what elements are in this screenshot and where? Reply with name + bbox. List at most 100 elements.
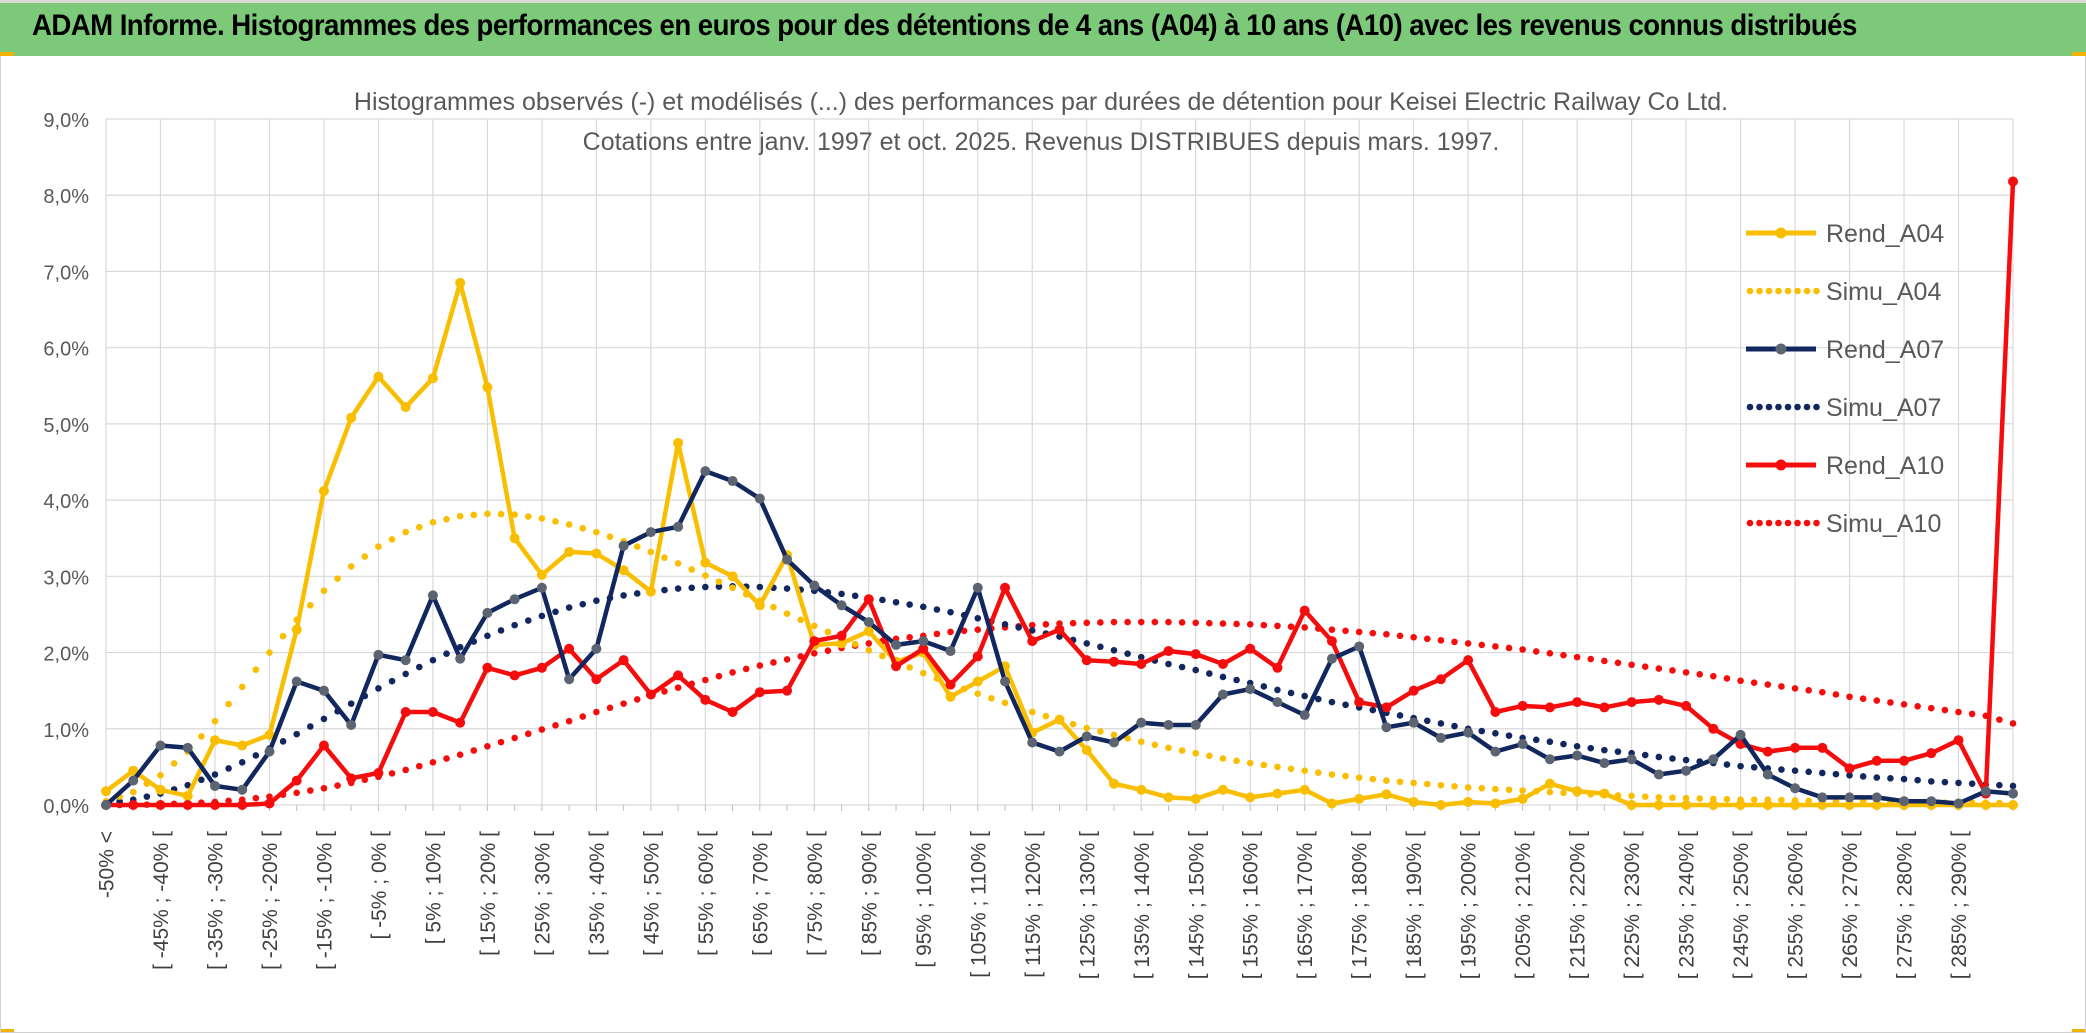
legend-swatch (1765, 287, 1773, 295)
point-Rend_A04 (564, 546, 575, 557)
dot-Simu_A07 (1914, 776, 1921, 784)
point-Simu_A07 (1083, 640, 1091, 647)
point-Simu_A07 (238, 759, 246, 766)
x-tick-label: [ 245% ; 250% [ (1730, 831, 1753, 979)
dot-Simu_A04 (770, 603, 777, 611)
point-Rend_A07 (455, 653, 466, 664)
dot-Simu_A07 (1178, 663, 1186, 671)
dot-Simu_A04 (1723, 795, 1731, 803)
dot-Simu_A07 (497, 627, 505, 634)
point-Rend_A07 (564, 674, 575, 685)
point-Rend_A07 (128, 775, 139, 786)
dot-Simu_A04 (1560, 789, 1567, 797)
point-Rend_A10 (1653, 694, 1664, 705)
legend-item-Simu_A07: Simu_A07 (1746, 394, 1941, 422)
point-Simu_A04 (919, 669, 927, 677)
point-Rend_A10 (1626, 697, 1637, 708)
point-Rend_A07 (700, 466, 711, 477)
dot-Simu_A07 (552, 608, 559, 616)
dot-Simu_A04 (524, 513, 532, 520)
point-Simu_A10 (1791, 685, 1799, 692)
point-Simu_A07 (429, 656, 437, 664)
x-tick-label: [ 5% ; 10% [ (422, 831, 445, 944)
point-Rend_A04 (1408, 796, 1419, 807)
point-Simu_A07 (1328, 698, 1336, 706)
point-Simu_A07 (1492, 730, 1499, 737)
corner-mark-right (2072, 52, 2086, 56)
point-Simu_A10 (974, 626, 982, 633)
point-Rend_A07 (155, 740, 166, 751)
point-Rend_A10 (1871, 755, 1882, 766)
point-Rend_A04 (1871, 800, 1882, 810)
point-Rend_A04 (1708, 800, 1719, 810)
point-Simu_A04 (375, 543, 382, 550)
point-Rend_A10 (1190, 649, 1201, 660)
point-Rend_A10 (536, 662, 547, 673)
point-Simu_A10 (266, 793, 273, 800)
point-Simu_A07 (320, 715, 328, 723)
point-Simu_A10 (429, 759, 437, 766)
legend: Rend_A04 Simu_A04 Rend_A07 Simu_A07 Rend_A10… (1746, 220, 1944, 538)
dot-Simu_A07 (524, 617, 532, 624)
point-Rend_A10 (1054, 624, 1065, 635)
point-Rend_A07 (1980, 786, 1991, 797)
legend-swatch (1765, 519, 1773, 527)
point-Rend_A10 (918, 643, 929, 654)
legend-swatch (1765, 403, 1773, 411)
dot-Simu_A10 (334, 782, 341, 789)
point-Rend_A10 (2008, 176, 2018, 187)
point-Simu_A04 (538, 515, 546, 522)
y-tick-label: 4,0% (43, 491, 89, 513)
x-tick-label: [ 145% ; 150% [ (1185, 831, 1208, 979)
series-Rend_A07 (101, 466, 2018, 810)
dot-Simu_A10 (606, 704, 614, 712)
legend-swatch (1775, 287, 1782, 295)
point-Rend_A07 (1899, 796, 1910, 807)
dot-Simu_A07 (1315, 695, 1322, 703)
point-Simu_A07 (456, 643, 464, 651)
dot-Simu_A07 (415, 663, 423, 671)
point-Rend_A04 (1490, 798, 1501, 809)
point-Simu_A04 (1410, 779, 1417, 787)
point-Simu_A10 (1274, 622, 1281, 630)
point-Simu_A10 (1682, 669, 1690, 676)
dot-Simu_A04 (715, 578, 723, 585)
dot-Simu_A07 (1505, 732, 1513, 739)
point-Simu_A04 (1383, 777, 1390, 784)
point-Simu_A04 (647, 548, 655, 556)
dot-Simu_A04 (334, 575, 341, 582)
point-Rend_A10 (1408, 685, 1419, 696)
point-Rend_A04 (455, 277, 466, 288)
point-Rend_A04 (509, 533, 520, 544)
point-Simu_A07 (974, 614, 982, 622)
point-Rend_A10 (564, 643, 575, 654)
dot-Simu_A10 (1369, 629, 1377, 637)
dot-Simu_A04 (1097, 728, 1104, 735)
dot-Simu_A04 (415, 523, 423, 531)
point-Simu_A04 (702, 572, 709, 579)
point-Rend_A10 (209, 800, 220, 810)
legend-label: Simu_A10 (1826, 510, 1941, 538)
point-Rend_A07 (1681, 765, 1692, 776)
point-Rend_A04 (1844, 800, 1855, 810)
point-Rend_A07 (1108, 737, 1119, 748)
dot-Simu_A04 (279, 632, 287, 640)
point-Rend_A10 (509, 670, 520, 681)
point-Rend_A04 (264, 729, 275, 740)
series-Rend_A04 (101, 277, 2018, 810)
point-Simu_A10 (1410, 634, 1417, 641)
point-Rend_A10 (1354, 697, 1365, 708)
point-Rend_A04 (1980, 800, 1991, 810)
point-Simu_A07 (293, 730, 301, 738)
dot-Simu_A10 (633, 696, 641, 703)
x-tick-label: [ 285% ; 290% [ (1948, 831, 1971, 979)
x-tick-label: [ 25% ; 30% [ (531, 831, 554, 956)
point-Rend_A07 (809, 580, 820, 591)
point-Simu_A07 (947, 608, 954, 616)
dot-Simu_A04 (225, 700, 232, 708)
dot-Simu_A04 (1396, 778, 1404, 786)
chart-frame: 0,0% 1,0% 2,0% 3,0% 4,0% 5,0% 6,0% 7,0% 8,0% 9,0%… (0, 56, 2086, 1033)
dot-Simu_A10 (715, 672, 723, 680)
x-tick-label: [ 15% ; 20% [ (477, 831, 500, 956)
chart-title: Histogrammes observés (-) et modélisés (… (354, 88, 1728, 116)
